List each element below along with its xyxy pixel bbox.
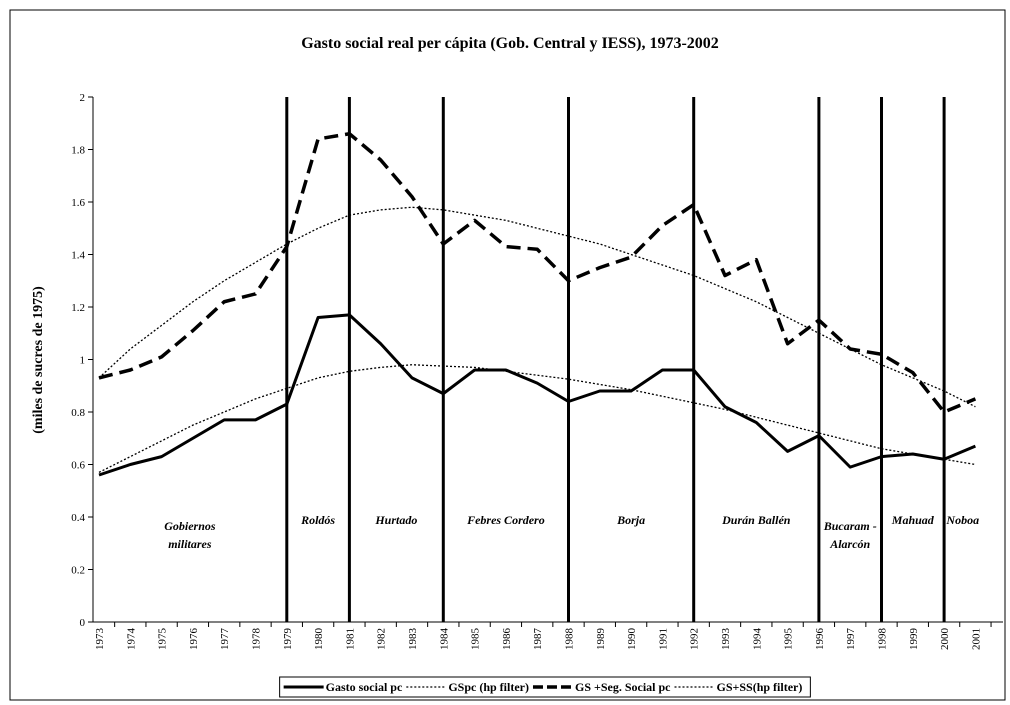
legend-label: GS+SS(hp filter)	[717, 680, 803, 694]
period-label: Hurtado	[374, 513, 417, 527]
x-tick-label: 1975	[157, 628, 169, 651]
x-tick-label: 1999	[908, 628, 920, 651]
legend-label: Gasto social pc	[326, 680, 403, 694]
chart-frame	[9, 9, 1006, 701]
x-tick-label: 1998	[877, 628, 889, 651]
x-tick-label: 1985	[470, 628, 482, 651]
period-label: Borja	[616, 513, 645, 527]
series-line	[98, 313, 976, 477]
period-label: Mahuad	[891, 513, 935, 527]
y-tick-label: 1.8	[71, 145, 85, 157]
x-tick-label: 1984	[438, 628, 450, 651]
x-tick-label: 1983	[407, 628, 419, 651]
x-tick-label: 1990	[626, 628, 638, 651]
x-tick-label: 1993	[720, 628, 732, 651]
y-tick-label: 0.2	[71, 565, 85, 577]
period-label: Gobiernos	[164, 519, 216, 533]
x-tick-label: 1979	[282, 628, 294, 651]
x-tick-label: 2001	[970, 628, 982, 650]
x-tick-label: 1989	[595, 628, 607, 651]
x-tick-label: 1995	[783, 628, 795, 651]
x-tick-label: 1994	[751, 628, 763, 651]
legend-box	[279, 676, 811, 698]
y-tick-label: 1.4	[71, 250, 85, 262]
series-line	[98, 364, 976, 473]
period-label: Alarcón	[829, 537, 870, 551]
x-tick-label: 1981	[344, 628, 356, 650]
period-label: militares	[168, 537, 212, 551]
y-tick-label: 1.2	[71, 302, 85, 314]
x-tick-label: 1992	[689, 628, 701, 650]
period-label: Bucaram -	[823, 519, 877, 533]
x-tick-label: 1986	[501, 628, 513, 651]
x-tick-label: 1977	[219, 628, 231, 651]
period-label: Roldós	[300, 513, 335, 527]
y-tick-label: 0.4	[71, 512, 85, 524]
x-tick-label: 1991	[657, 628, 669, 650]
y-tick-label: 1	[80, 355, 86, 367]
y-axis-label: (miles de sucres de 1975)	[31, 286, 46, 434]
chart-title: Gasto social real per cápita (Gob. Centr…	[301, 35, 719, 52]
legend-label: GSpc (hp filter)	[448, 680, 529, 694]
x-tick-label: 1973	[94, 628, 106, 651]
series-line	[98, 132, 977, 414]
x-tick-label: 1980	[313, 628, 325, 651]
period-label: Noboa	[945, 513, 979, 527]
x-tick-label: 1988	[564, 628, 576, 651]
legend-label: GS +Seg. Social pc	[575, 680, 671, 694]
legend: Gasto social pc GSpc (hp filter) GS +Seg. …	[279, 676, 811, 698]
x-tick-label: 1974	[125, 628, 137, 651]
x-tick-label: 1997	[845, 628, 857, 651]
x-tick-label: 1987	[532, 628, 544, 651]
period-label: Febres Cordero	[466, 513, 545, 527]
y-tick-label: 0.6	[71, 460, 85, 472]
y-tick-label: 0.8	[71, 407, 85, 419]
x-tick-label: 1976	[188, 628, 200, 651]
x-tick-label: 1996	[814, 628, 826, 651]
x-tick-label: 2000	[939, 628, 951, 651]
y-tick-label: 1.6	[71, 197, 85, 209]
x-tick-label: 1978	[251, 628, 263, 651]
y-tick-label: 2	[80, 92, 86, 104]
x-tick-label: 1982	[376, 628, 388, 650]
y-tick-label: 0	[80, 617, 86, 629]
period-label: Durán Ballén	[721, 513, 791, 527]
